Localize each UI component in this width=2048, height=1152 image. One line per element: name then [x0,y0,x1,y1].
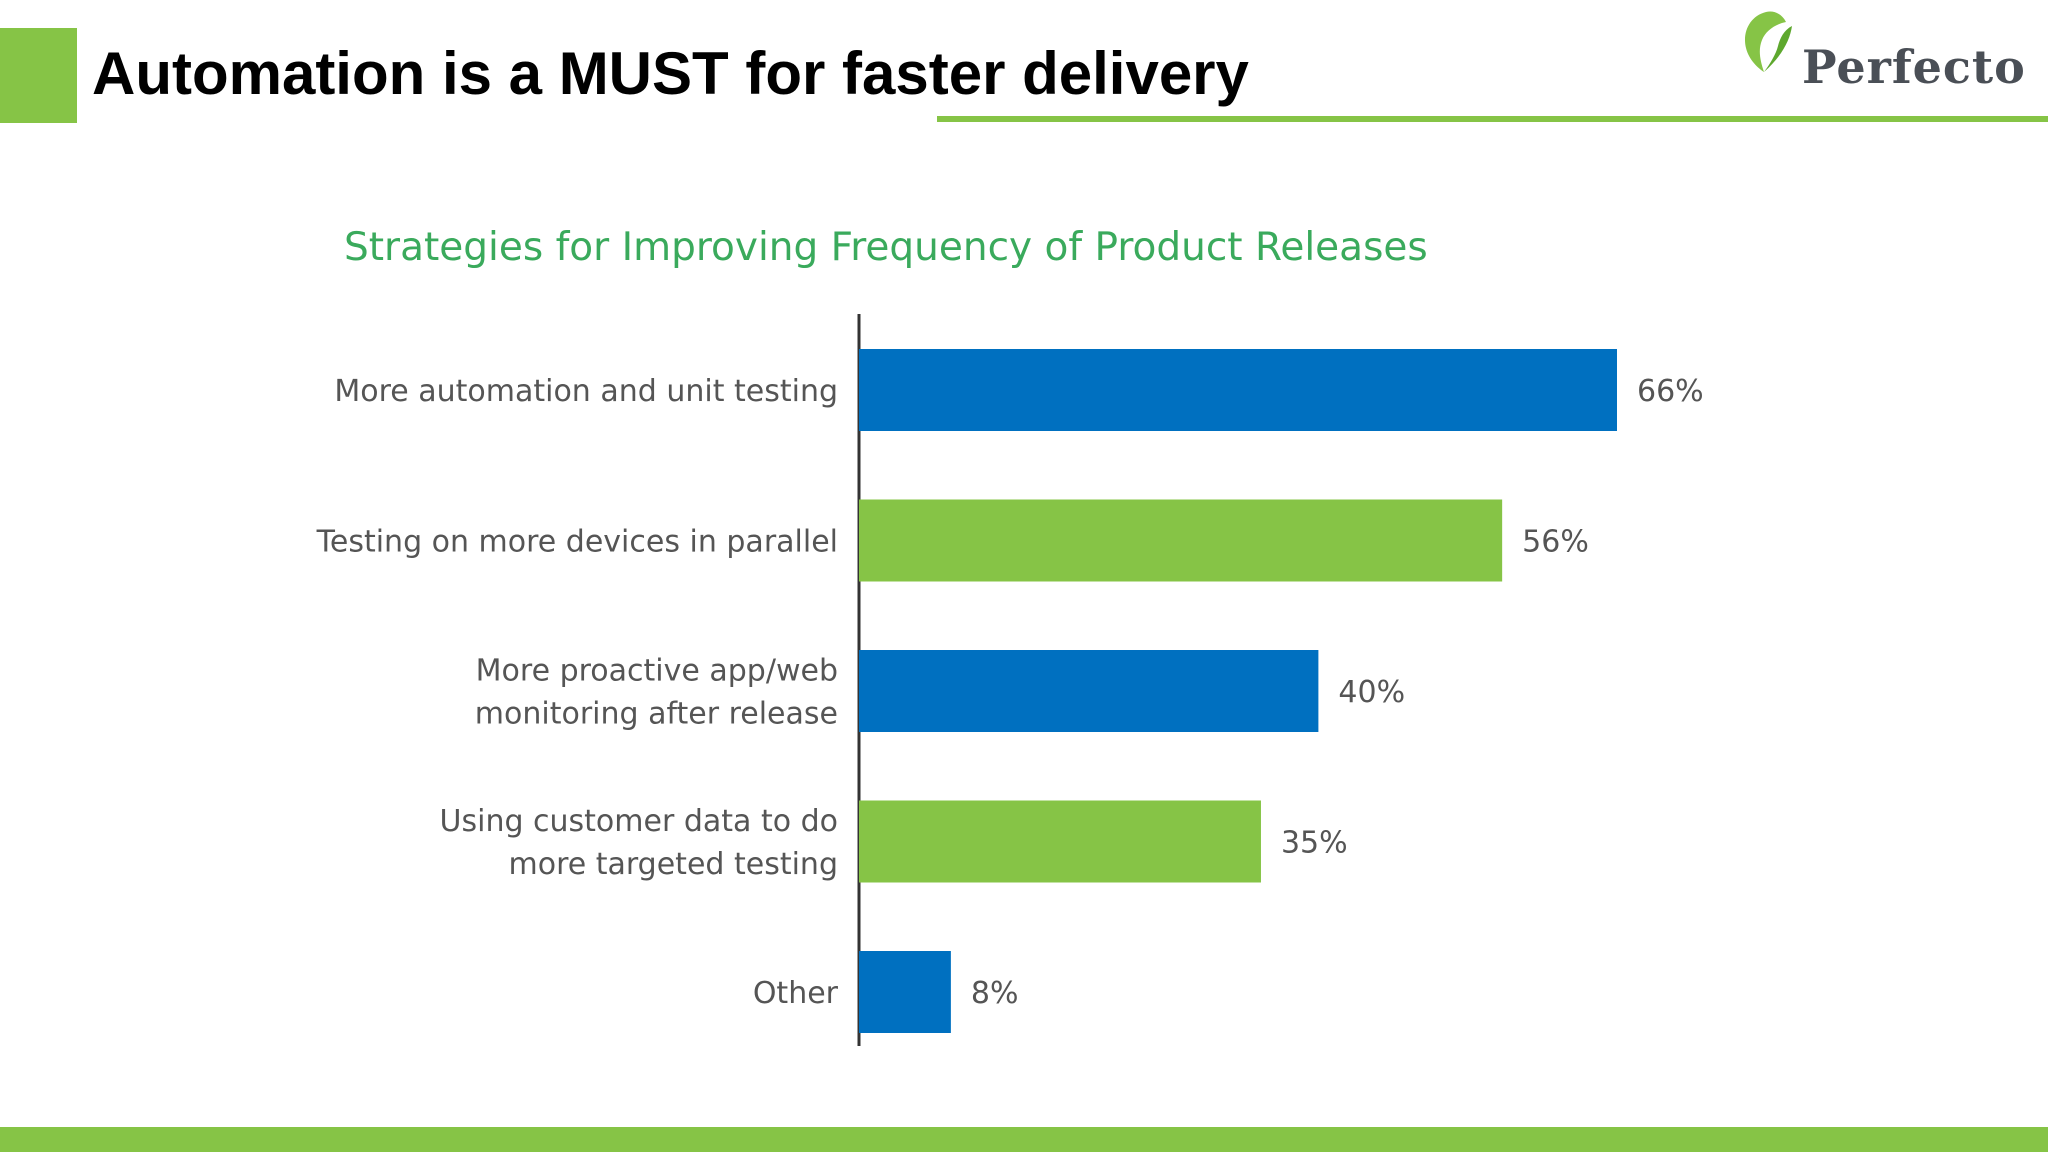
category-label: Testing on more devices in parallel [316,525,838,560]
value-label: 35% [1281,826,1348,861]
bar-5 [859,951,951,1033]
bar-1 [859,349,1617,431]
logo-wordmark: Perfecto [1802,40,2026,94]
title-underline [937,116,2048,122]
category-label: more targeted testing [508,847,838,882]
category-label: monitoring after release [475,697,838,732]
category-label: More proactive app/web [476,654,838,689]
value-label: 8% [971,976,1019,1011]
bar-3 [859,650,1319,732]
slide-title: Automation is a MUST for faster delivery [92,40,1249,107]
category-label: More automation and unit testing [334,374,838,409]
category-label: Using customer data to do [440,804,838,839]
footer-band [0,1127,2048,1152]
title-accent-square [0,28,77,123]
perfecto-leaf-icon [1744,11,1792,72]
perfecto-logo: Perfecto [1740,6,2025,96]
value-label: 66% [1637,374,1704,409]
value-label: 56% [1522,525,1589,560]
chart-title: Strategies for Improving Frequency of Pr… [344,225,1428,270]
bar-4 [859,800,1261,883]
value-label: 40% [1338,675,1405,710]
category-label: Other [753,976,839,1011]
bar-2 [859,499,1503,582]
